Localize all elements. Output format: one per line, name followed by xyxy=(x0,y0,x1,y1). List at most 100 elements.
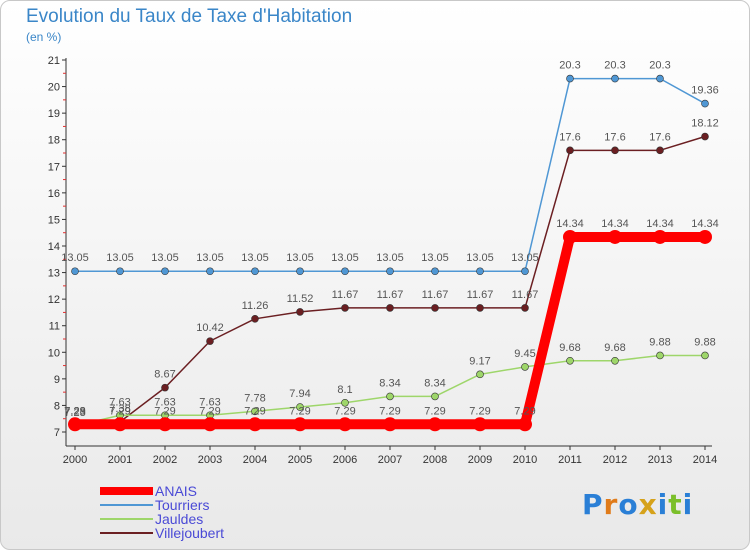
data-label: 7.78 xyxy=(244,392,265,404)
y-tick-label: 9 xyxy=(54,374,60,386)
data-label: 17.6 xyxy=(604,131,625,143)
data-label: 9.17 xyxy=(469,355,490,367)
data-point xyxy=(698,229,712,244)
data-label: 20.3 xyxy=(559,60,580,72)
data-label: 13.05 xyxy=(421,252,449,264)
data-point xyxy=(386,267,394,276)
x-tick-label: 2000 xyxy=(63,454,87,466)
logo-letter: x xyxy=(638,488,658,521)
data-point xyxy=(428,417,442,432)
data-point xyxy=(653,229,667,244)
data-label: 13.05 xyxy=(106,252,134,264)
data-point xyxy=(563,229,577,244)
data-label: 8.67 xyxy=(154,369,175,381)
data-label: 7.94 xyxy=(289,388,310,400)
y-tick-label: 18 xyxy=(48,135,60,147)
data-label: 13.05 xyxy=(376,252,404,264)
logo-letter: i xyxy=(657,488,669,521)
y-tick-label: 10 xyxy=(48,347,60,359)
data-label: 7.29 xyxy=(424,405,445,417)
data-point xyxy=(521,304,529,312)
data-label: 13.05 xyxy=(241,252,269,264)
x-tick-label: 2004 xyxy=(243,454,267,466)
data-label: 9.68 xyxy=(604,342,625,354)
x-tick-label: 2009 xyxy=(468,454,492,466)
data-point xyxy=(608,229,622,244)
data-label: 13.05 xyxy=(61,252,89,264)
data-label: 19.36 xyxy=(691,85,719,97)
data-point xyxy=(431,304,439,312)
legend-label: Tourriers xyxy=(155,497,209,513)
y-tick-label: 13 xyxy=(48,268,60,280)
data-point xyxy=(251,315,259,323)
data-point xyxy=(251,407,259,416)
data-label: 11.52 xyxy=(287,293,314,305)
data-label: 13.05 xyxy=(466,252,494,264)
y-tick-label: 21 xyxy=(48,55,60,67)
data-point xyxy=(521,363,529,371)
data-point xyxy=(341,398,349,407)
data-point xyxy=(611,356,619,365)
data-label: 8.34 xyxy=(379,377,400,389)
data-point xyxy=(701,351,709,360)
x-tick-label: 2006 xyxy=(333,454,357,466)
data-label: 7.63 xyxy=(199,396,220,408)
data-label: 7.38 xyxy=(109,403,130,415)
data-point xyxy=(341,267,349,276)
data-point xyxy=(521,267,529,276)
x-tick-label: 2013 xyxy=(648,454,672,466)
legend-label: Jauldes xyxy=(155,511,203,527)
data-point xyxy=(611,74,619,83)
data-label: 7.29 xyxy=(64,405,85,417)
data-point xyxy=(296,403,304,411)
x-tick-label: 2002 xyxy=(153,454,177,466)
y-tick-label: 7 xyxy=(54,427,60,439)
data-label: 7.23 xyxy=(64,407,85,419)
x-tick-label: 2010 xyxy=(513,454,537,466)
data-point xyxy=(341,304,349,312)
data-label: 13.05 xyxy=(286,252,314,264)
data-label: 9.68 xyxy=(559,342,580,354)
data-point xyxy=(296,308,304,316)
chart-subtitle: (en %) xyxy=(26,30,62,44)
data-label: 9.88 xyxy=(694,336,715,348)
data-label: 17.6 xyxy=(559,131,580,143)
data-point xyxy=(71,267,79,276)
y-tick-label: 8 xyxy=(54,400,60,412)
data-label: 7.29 xyxy=(154,405,175,417)
data-label: 7.29 xyxy=(379,405,400,417)
data-label: 11.67 xyxy=(422,289,449,301)
data-point xyxy=(656,146,664,155)
y-tick-label: 19 xyxy=(48,108,60,120)
data-point xyxy=(701,99,709,108)
proxiti-logo: Proxiti xyxy=(582,488,693,521)
data-point xyxy=(431,392,439,401)
data-point xyxy=(566,356,574,365)
logo-letter: t xyxy=(668,488,683,521)
data-point xyxy=(566,74,574,83)
data-point xyxy=(386,392,394,401)
data-label: 13.05 xyxy=(151,252,179,264)
data-label: 7.29 xyxy=(514,405,535,417)
data-label: 13.05 xyxy=(511,252,539,264)
data-label: 7.63 xyxy=(109,396,130,408)
data-point xyxy=(113,417,127,432)
x-tick-label: 2014 xyxy=(693,454,717,466)
legend-label: Villejoubert xyxy=(155,525,224,541)
x-tick-label: 2005 xyxy=(288,454,312,466)
x-tick-label: 2001 xyxy=(108,454,132,466)
data-point xyxy=(161,383,169,392)
data-label: 14.34 xyxy=(556,218,584,230)
y-tick-label: 17 xyxy=(48,161,60,173)
data-point xyxy=(203,417,217,432)
data-label: 18.12 xyxy=(691,118,719,130)
data-point xyxy=(158,417,172,432)
data-point xyxy=(476,370,484,379)
y-tick-label: 20 xyxy=(48,82,60,94)
data-label: 20.3 xyxy=(649,60,670,72)
data-label: 17.6 xyxy=(649,131,670,143)
data-label: 11.67 xyxy=(467,289,494,301)
data-point xyxy=(431,267,439,276)
data-label: 8.1 xyxy=(337,384,352,396)
data-label: 13.05 xyxy=(331,252,359,264)
